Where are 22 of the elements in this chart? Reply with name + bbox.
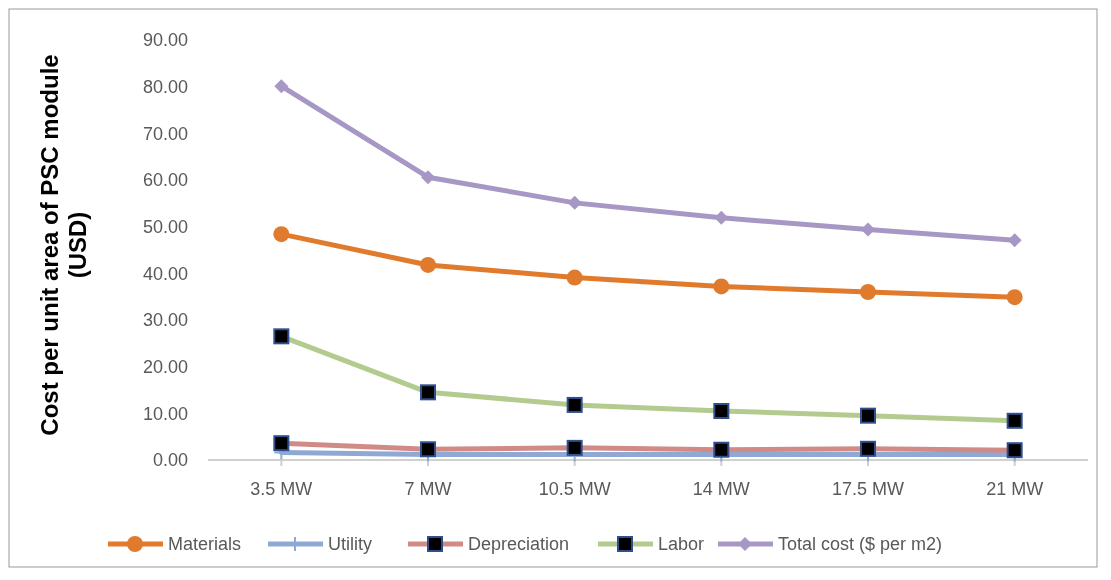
x-tick-label: 17.5 MW xyxy=(831,479,905,499)
y-tick-label: 90.00 xyxy=(142,30,188,51)
x-tick-label: 7 MW xyxy=(404,479,452,499)
y-tick-label: 50.00 xyxy=(142,216,188,237)
y-tick-label: 60.00 xyxy=(142,170,188,191)
y-axis-title: Cost per unit area of PSC module (USD) xyxy=(35,54,92,436)
y-tick-label: 30.00 xyxy=(142,310,188,331)
x-tick-label: 14 MW xyxy=(692,479,750,499)
y-tick-label: 20.00 xyxy=(142,356,188,377)
legend-label: Depreciation xyxy=(468,534,570,555)
legend-label: Materials xyxy=(168,534,242,555)
y-tick-label: 10.00 xyxy=(142,403,188,424)
y-tick-label: 40.00 xyxy=(142,263,188,284)
x-tick-label: 21 MW xyxy=(986,479,1044,499)
y-tick-label: 80.00 xyxy=(142,76,188,97)
y-tick-label: 70.00 xyxy=(142,123,188,144)
y-tick-label: 0.00 xyxy=(152,450,188,471)
legend-label: Utility xyxy=(328,534,372,555)
legend-label: Total cost ($ per m2) xyxy=(778,534,943,555)
x-tick-label: 10.5 MW xyxy=(538,479,611,499)
legend-label: Labor xyxy=(658,534,705,555)
x-tick-label: 3.5 MW xyxy=(250,479,313,499)
